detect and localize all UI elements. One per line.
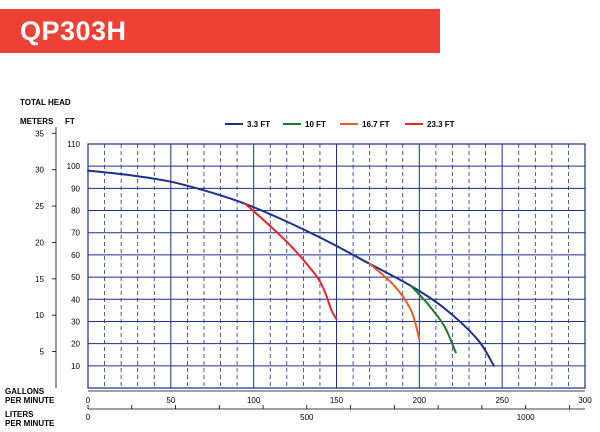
y-tick-label-ft: 20 (71, 340, 80, 349)
x-tick-label-gpm: 0 (86, 396, 91, 405)
legend-label-1: 10 FT (305, 120, 326, 129)
y-tick-label-ft: 90 (71, 184, 80, 193)
x-tick-label-gpm: 300 (578, 396, 592, 405)
legend-label-0: 3.3 FT (247, 120, 270, 129)
y-tick-label-m: 35 (35, 129, 44, 138)
x-tick-label-lpm: 1000 (517, 413, 535, 422)
y-tick-label-m: 25 (35, 202, 44, 211)
y-tick-label-ft: 40 (71, 295, 80, 304)
y-tick-label-m: 5 (40, 348, 45, 357)
gallons-label-line2: PER MINUTE (5, 396, 55, 405)
x-tick-label-lpm: 0 (86, 413, 91, 422)
liters-label-line1: LITERS (5, 410, 34, 419)
series-line-0 (87, 169, 495, 367)
x-tick-label-gpm: 50 (166, 396, 175, 405)
legend-label-3: 23.3 FT (427, 120, 455, 129)
y-tick-label-ft: 50 (71, 273, 80, 282)
x-tick-label-lpm: 500 (300, 413, 314, 422)
y-tick-label-ft: 110 (67, 140, 80, 149)
x-tick-label-gpm: 250 (495, 396, 509, 405)
title-banner: QP303H (0, 9, 440, 53)
series-line-2 (368, 262, 421, 341)
legend-label-2: 16.7 FT (362, 120, 390, 129)
x-tick-label-gpm: 200 (413, 396, 427, 405)
y-tick-label-ft: 70 (71, 229, 80, 238)
liters-label-line2: PER MINUTE (5, 419, 55, 428)
ft-label: FT (65, 117, 75, 126)
y-tick-label-m: 10 (35, 311, 44, 320)
y-tick-label-m: 20 (35, 238, 44, 247)
y-tick-label-ft: 10 (71, 362, 80, 371)
gallons-label-line1: GALLONS (5, 387, 45, 396)
y-tick-label-m: 30 (35, 166, 44, 175)
total-head-label: TOTAL HEAD (20, 98, 71, 107)
series-line-1 (410, 285, 457, 354)
model-title: QP303H (20, 16, 127, 46)
y-tick-label-ft: 100 (67, 162, 81, 171)
meters-label: METERS (20, 117, 54, 126)
y-tick-label-ft: 80 (71, 207, 80, 216)
x-tick-label-gpm: 150 (330, 396, 344, 405)
y-tick-label-ft: 60 (71, 251, 80, 260)
y-tick-label-m: 15 (35, 275, 44, 284)
x-tick-label-gpm: 100 (247, 396, 261, 405)
y-tick-label-ft: 30 (71, 317, 80, 326)
series-line-3 (244, 202, 338, 321)
